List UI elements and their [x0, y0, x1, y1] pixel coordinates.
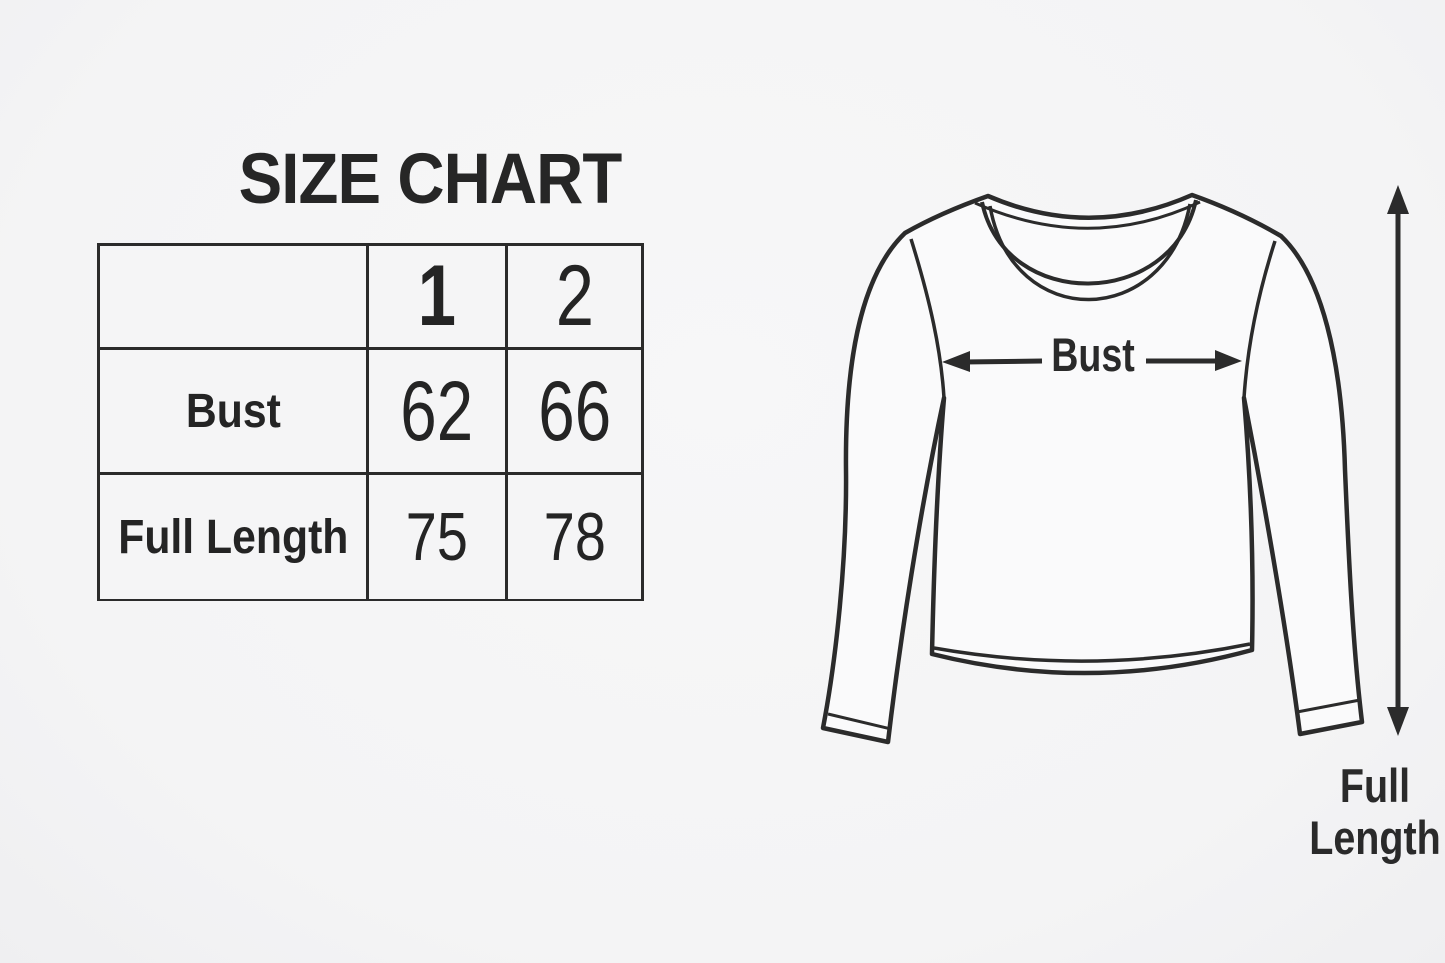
size-table-full-length-size-2-value: 78	[508, 475, 641, 599]
armhole-seam-left	[909, 238, 946, 399]
size-table-bust-size-2-value: 66	[508, 350, 641, 472]
size-table-full-length-size-1-value: 75	[369, 475, 505, 599]
full-length-arrow	[1387, 185, 1409, 736]
armhole-seam-right	[1242, 240, 1277, 399]
full-length-label-line2: Length	[1309, 811, 1441, 864]
hem-band-line	[933, 642, 1251, 663]
size-table-corner-cell	[100, 246, 366, 347]
size-table-header-size-1: 1	[369, 246, 505, 347]
size-table: 1 2 Bust 62 66 Full Length 75 78	[97, 243, 644, 601]
bust-arrow-left	[942, 351, 1043, 372]
shirt-outline	[820, 192, 1365, 745]
full-length-dimension-label: Full Length	[1295, 760, 1445, 864]
bust-arrow-right	[1146, 350, 1242, 371]
bust-dimension-label: Bust	[1051, 328, 1135, 381]
size-table-row-label-bust: Bust	[100, 350, 366, 472]
size-table-header-size-2: 2	[508, 246, 641, 347]
size-table-row-label-full-length: Full Length	[100, 475, 366, 599]
page-title: SIZE CHART	[238, 140, 623, 219]
collar-outer-line	[988, 203, 1192, 302]
collar-back-line	[974, 200, 1201, 230]
size-table-bust-size-1-value: 62	[369, 350, 505, 472]
cuff-line-right	[1296, 698, 1361, 714]
full-length-label-line1: Full	[1339, 759, 1411, 812]
cuff-line-left	[827, 712, 892, 731]
